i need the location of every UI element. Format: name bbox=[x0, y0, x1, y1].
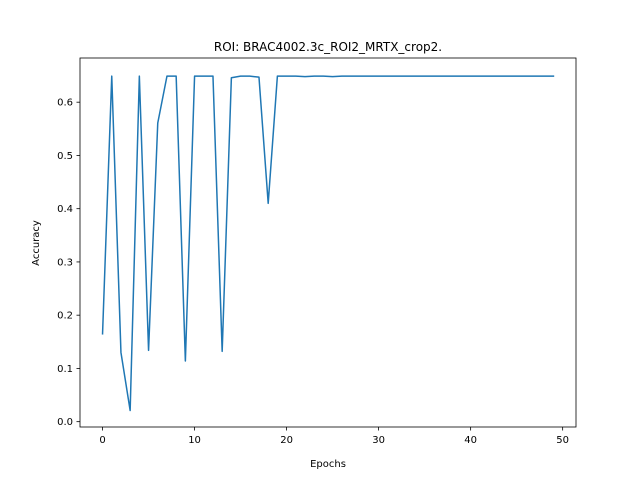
series-line-1 bbox=[101, 75, 555, 412]
y-tick-label: 0.6 bbox=[57, 98, 73, 109]
y-tick-label: 0.2 bbox=[57, 311, 73, 322]
y-axis-label: Accuracy bbox=[31, 220, 42, 266]
y-tick-label: 0.0 bbox=[57, 417, 73, 428]
y-tick-label: 0.1 bbox=[57, 364, 73, 375]
plot-area bbox=[101, 75, 555, 412]
x-tick-label: 40 bbox=[464, 435, 477, 446]
x-tick-label: 0 bbox=[99, 435, 105, 446]
x-tick-label: 20 bbox=[280, 435, 293, 446]
axes-frame bbox=[79, 57, 577, 428]
x-tick-label: 50 bbox=[556, 435, 569, 446]
x-tick-label: 10 bbox=[188, 435, 201, 446]
chart-title: ROI: BRAC4002.3c_ROI2_MRTX_crop2. bbox=[214, 40, 442, 54]
x-tick-label: 30 bbox=[372, 435, 385, 446]
y-tick-label: 0.3 bbox=[57, 257, 73, 268]
axes: 0 10 20 30 40 50 0.0 0.1 0.2 0.3 0.4 0.5 0.6 bbox=[57, 57, 577, 446]
x-axis-label: Epochs bbox=[310, 459, 346, 470]
y-tick-label: 0.4 bbox=[57, 204, 73, 215]
y-tick-label: 0.5 bbox=[57, 151, 73, 162]
